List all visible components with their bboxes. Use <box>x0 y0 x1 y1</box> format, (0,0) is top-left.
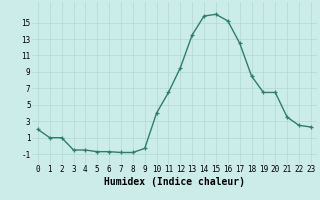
X-axis label: Humidex (Indice chaleur): Humidex (Indice chaleur) <box>104 177 245 187</box>
